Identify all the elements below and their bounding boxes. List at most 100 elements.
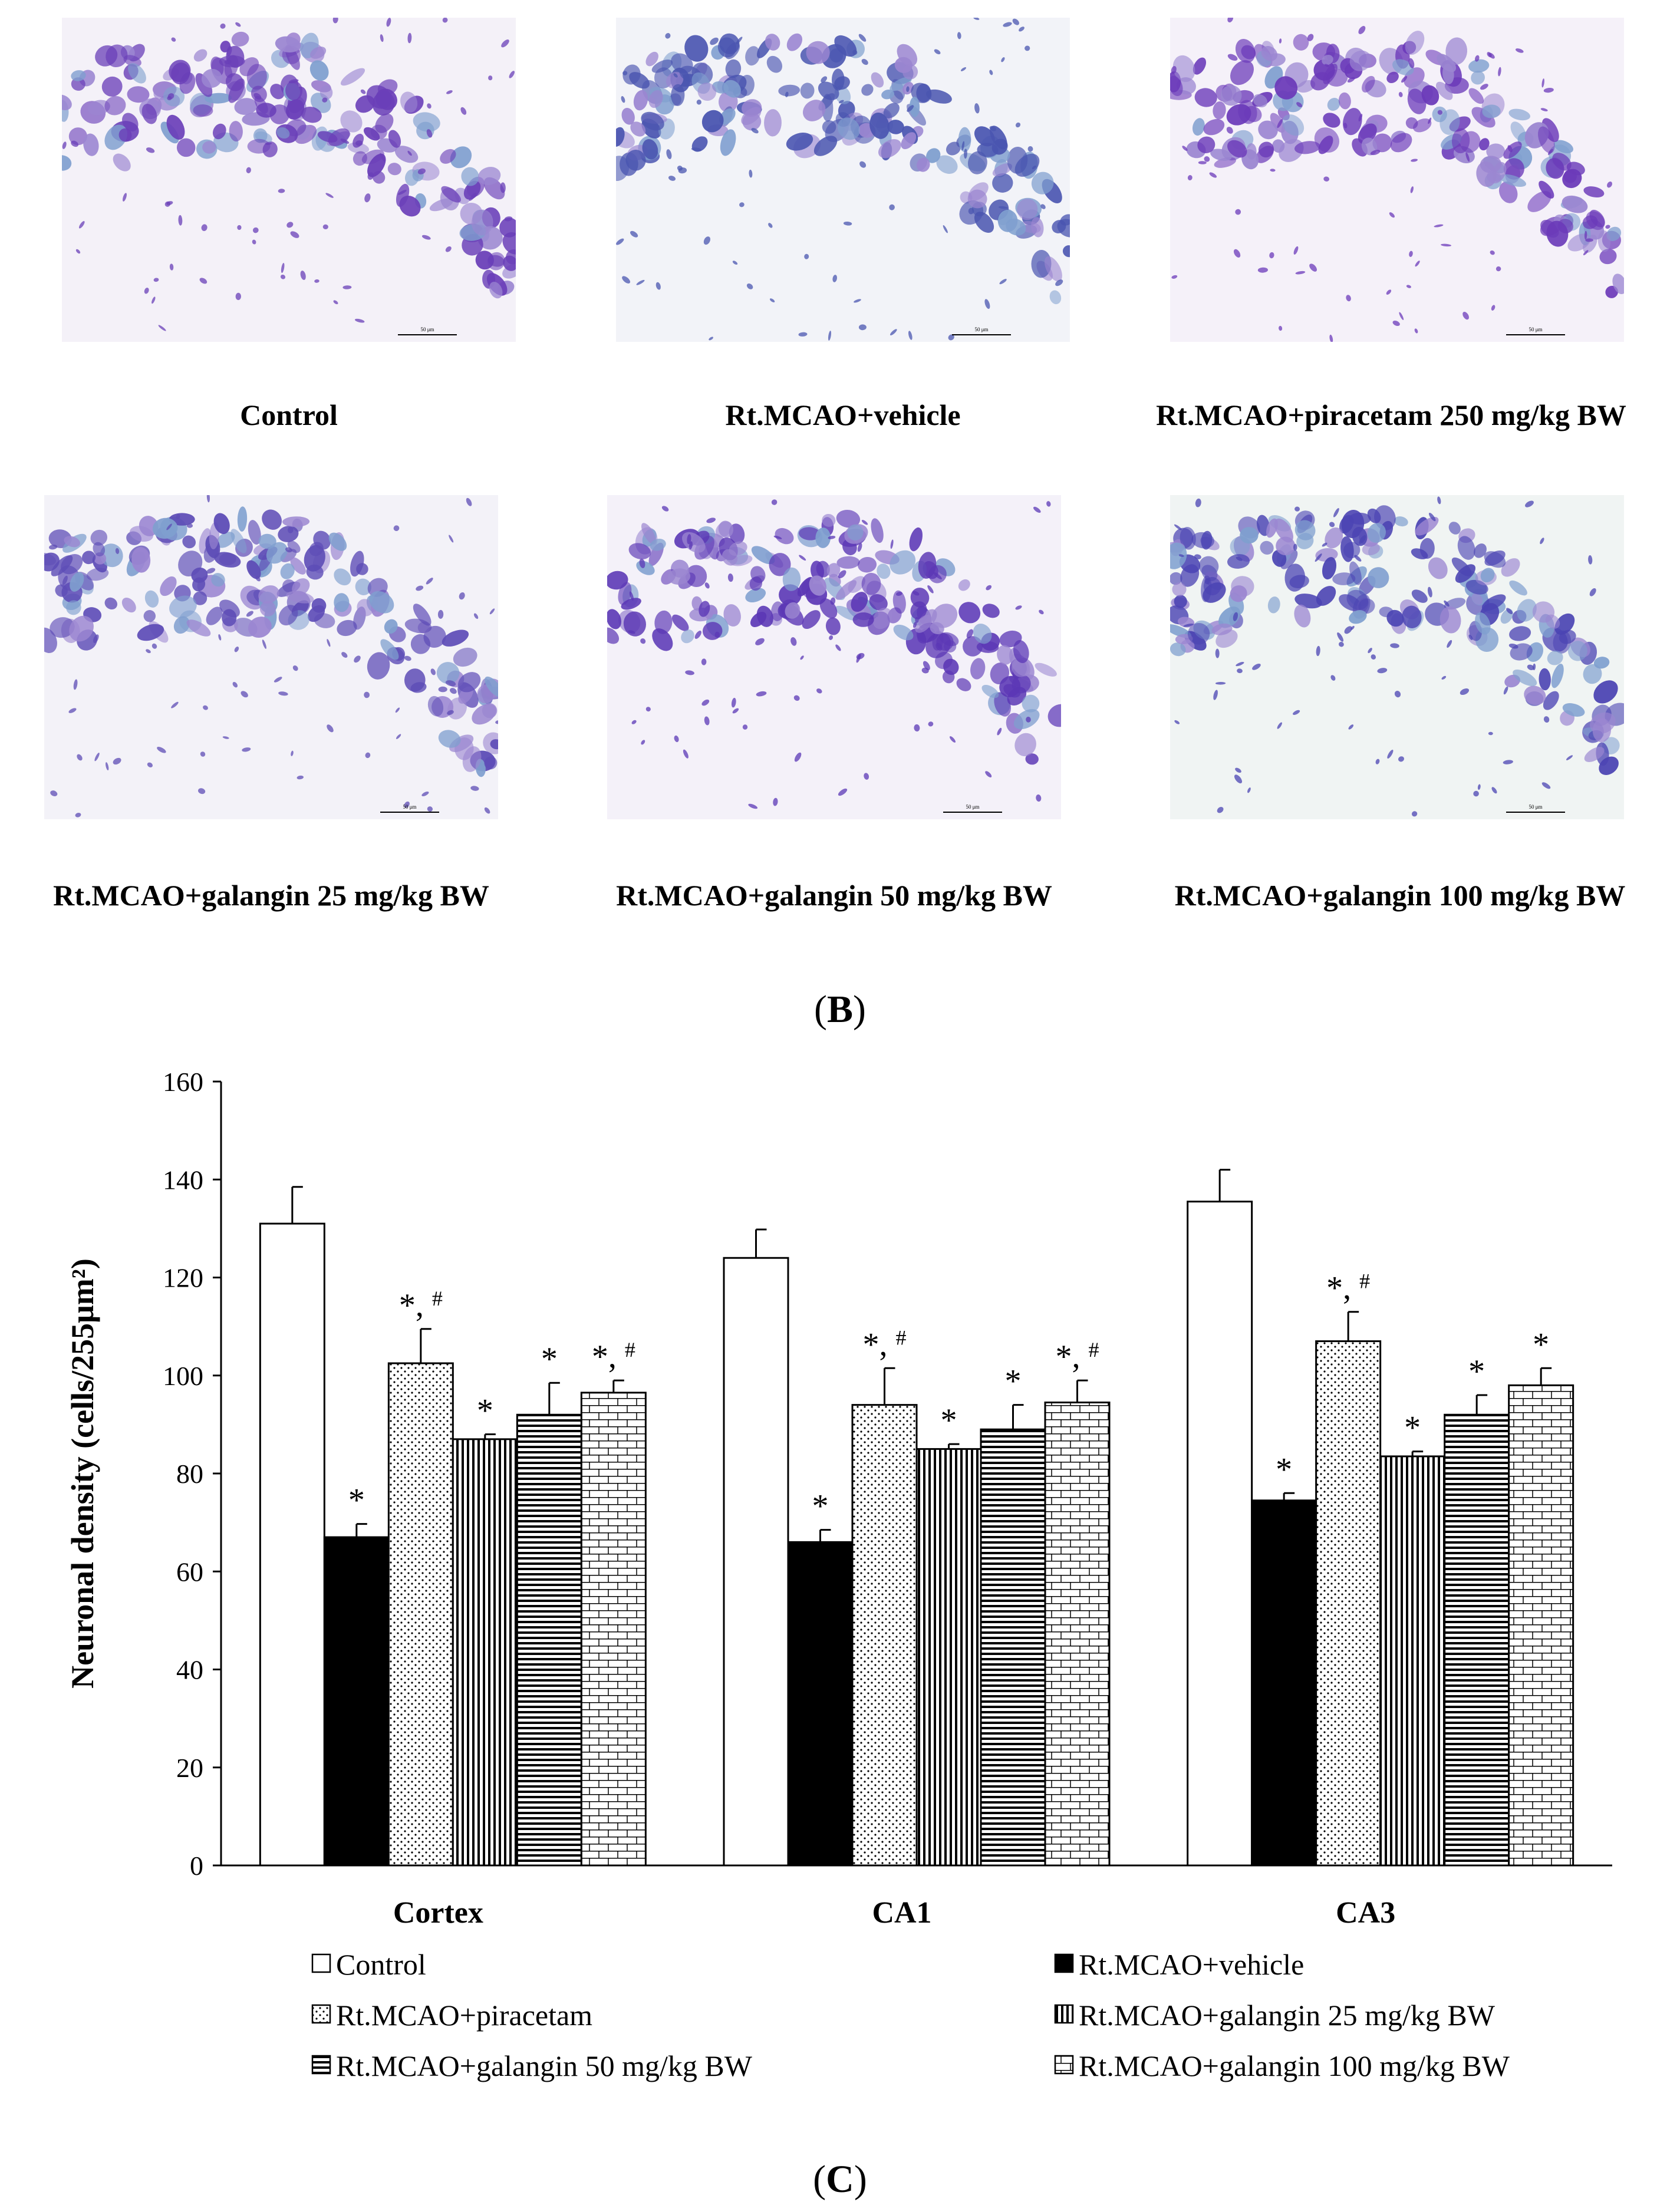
neuron-cell bbox=[1022, 694, 1040, 713]
glial-cell bbox=[1473, 790, 1479, 797]
bar-ca1-series-2 bbox=[851, 1404, 918, 1867]
glial-cell bbox=[286, 222, 294, 228]
glial-cell bbox=[280, 274, 286, 279]
neuron-cell bbox=[1545, 614, 1560, 629]
glial-cell bbox=[1236, 661, 1244, 667]
glial-cell bbox=[914, 724, 920, 732]
glial-cell bbox=[504, 216, 513, 222]
glial-cell bbox=[49, 545, 58, 550]
bar-ca1-series-5 bbox=[1044, 1401, 1111, 1867]
neuron-cell bbox=[641, 523, 656, 545]
glial-cell bbox=[999, 279, 1007, 285]
glial-cell bbox=[928, 721, 934, 727]
bar-ca1-series-1 bbox=[787, 1541, 854, 1867]
scale-bar-label: 50 μm bbox=[420, 327, 434, 332]
glial-cell bbox=[666, 149, 672, 160]
glial-cell bbox=[829, 635, 834, 640]
neuron-cell bbox=[1031, 217, 1044, 238]
glial-cell bbox=[1583, 250, 1589, 256]
neuron-cell bbox=[317, 131, 338, 143]
neuron-cell bbox=[909, 97, 920, 117]
glial-cell bbox=[1480, 84, 1488, 90]
scale-bar-label: 50 μm bbox=[403, 804, 416, 810]
neuron-cell bbox=[193, 49, 207, 62]
category-label-cortex: Cortex bbox=[393, 1896, 483, 1930]
glial-cell bbox=[62, 141, 67, 149]
neuron-cell bbox=[388, 130, 401, 148]
neuron-cell bbox=[1471, 71, 1485, 85]
neuron-cell bbox=[837, 117, 860, 140]
neuron-cell bbox=[1172, 582, 1187, 596]
neuron-cell bbox=[671, 53, 693, 74]
neuron-cell bbox=[719, 33, 740, 54]
glial-cell bbox=[68, 708, 77, 713]
glial-cell bbox=[685, 670, 694, 675]
neuron-cell bbox=[399, 196, 421, 217]
neuron-cell bbox=[968, 151, 987, 174]
neuron-cell bbox=[128, 62, 146, 84]
glial-cell bbox=[1233, 612, 1238, 621]
neuron-cell bbox=[1386, 609, 1404, 627]
neuron-cell bbox=[1394, 516, 1408, 527]
glial-cell bbox=[1389, 212, 1395, 218]
neuron-cell bbox=[213, 513, 230, 535]
neuron-cell bbox=[62, 94, 72, 111]
neuron-cell bbox=[1322, 557, 1337, 580]
glial-cell bbox=[1503, 686, 1508, 695]
neuron-cell bbox=[410, 634, 431, 654]
legend-label-5: Rt.MCAO+galangin 100 mg/kg BW bbox=[1079, 2049, 1510, 2082]
neuron-cell bbox=[890, 550, 916, 575]
glial-cell bbox=[1215, 648, 1220, 658]
neuron-cell bbox=[1017, 199, 1038, 220]
neuron-cell bbox=[169, 595, 197, 618]
glial-cell bbox=[1408, 58, 1415, 68]
neuron-cell bbox=[394, 146, 419, 163]
neuron-cell bbox=[893, 624, 914, 641]
glial-cell bbox=[1194, 554, 1201, 559]
neuron-cell bbox=[387, 163, 401, 176]
neuron-cell bbox=[1180, 526, 1196, 550]
panel-b-letter: B bbox=[826, 988, 854, 1031]
neuron-cell bbox=[86, 568, 109, 581]
y-tick-label: 160 bbox=[163, 1067, 203, 1097]
neuron-cell bbox=[847, 524, 864, 541]
micrograph-texture: 50 μm bbox=[1170, 495, 1624, 819]
neuron-cell bbox=[1260, 540, 1274, 555]
glial-cell bbox=[1204, 156, 1210, 162]
neuron-cell bbox=[803, 100, 826, 121]
neuron-cell bbox=[1582, 215, 1598, 229]
neuron-cell bbox=[482, 703, 498, 718]
neuron-cell bbox=[926, 148, 941, 163]
glial-cell bbox=[314, 279, 319, 283]
glial-cell bbox=[252, 227, 259, 233]
glial-cell bbox=[816, 688, 822, 694]
glial-cell bbox=[1377, 668, 1388, 674]
glial-cell bbox=[1209, 172, 1217, 178]
glial-cell bbox=[367, 172, 374, 180]
glial-cell bbox=[1394, 691, 1401, 698]
neuron-cell bbox=[1390, 133, 1412, 153]
neuron-cell bbox=[1170, 642, 1186, 657]
glial-cell bbox=[703, 236, 711, 245]
neuron-cell bbox=[276, 127, 290, 139]
panel-label-c: (C) bbox=[781, 2157, 899, 2202]
glial-cell bbox=[106, 762, 109, 771]
glial-cell bbox=[915, 617, 919, 623]
neuron-cell bbox=[131, 547, 151, 573]
neuron-cell bbox=[121, 598, 136, 613]
category-label-ca1: CA1 bbox=[872, 1896, 931, 1930]
neuron-cell bbox=[1471, 593, 1483, 605]
glial-cell bbox=[1033, 506, 1041, 513]
legend-swatch-4 bbox=[311, 2055, 331, 2075]
glial-cell bbox=[407, 150, 412, 156]
glial-cell bbox=[291, 750, 294, 756]
bar-ca1-series-4 bbox=[980, 1428, 1046, 1867]
glial-cell bbox=[852, 50, 858, 55]
neuron-cell bbox=[82, 550, 96, 565]
glial-cell bbox=[768, 223, 773, 228]
micrograph-galangin-25: 50 μm bbox=[44, 495, 498, 819]
glial-cell bbox=[673, 73, 678, 78]
glial-cell bbox=[838, 570, 846, 579]
glial-cell bbox=[393, 525, 400, 532]
glial-cell bbox=[830, 597, 836, 605]
